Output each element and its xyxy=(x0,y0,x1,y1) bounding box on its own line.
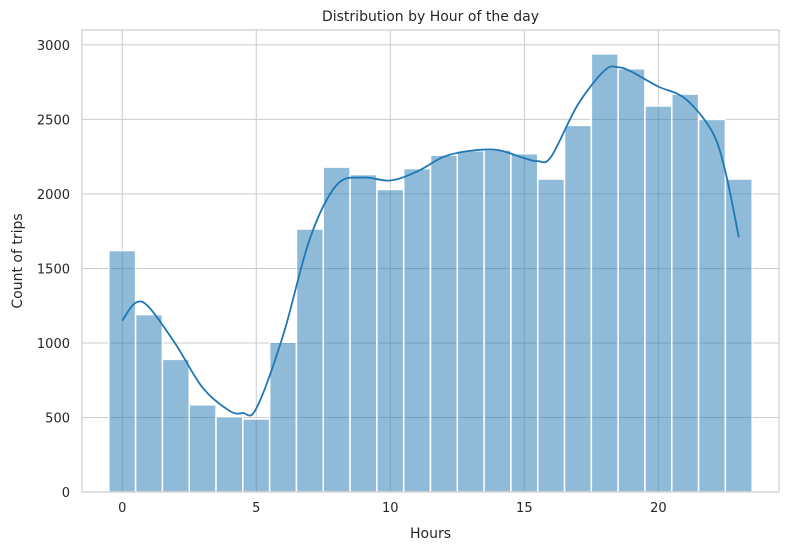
histogram-bar xyxy=(724,178,753,493)
histogram-bar xyxy=(671,93,700,493)
histogram-bar xyxy=(697,118,727,493)
histogram-bar xyxy=(268,341,298,493)
histogram-bar xyxy=(429,154,459,493)
histogram-bar xyxy=(108,249,137,493)
chart-title: Distribution by Hour of the day xyxy=(322,9,539,25)
y-tick-label: 1500 xyxy=(37,262,70,277)
histogram-bar xyxy=(536,178,566,493)
y-tick-labels: 0 500 1000 1500 2000 2500 3000 xyxy=(37,39,70,501)
histogram-bar xyxy=(456,149,485,493)
histogram-bars xyxy=(108,53,753,493)
kde-curve xyxy=(121,65,740,417)
plot-frame xyxy=(81,29,780,493)
histogram-bar xyxy=(563,124,593,493)
histogram-bar xyxy=(161,358,190,493)
y-tick-label: 0 xyxy=(62,486,70,501)
histogram-bar xyxy=(617,67,646,493)
y-axis-label: Count of trips xyxy=(10,213,26,308)
histogram-bar xyxy=(349,173,378,493)
histogram-bar xyxy=(483,149,512,493)
x-tick-label: 0 xyxy=(118,501,126,516)
x-tick-label: 5 xyxy=(252,501,260,516)
histogram-bar xyxy=(242,418,271,493)
histogram-bar xyxy=(402,167,432,493)
histogram-bar xyxy=(510,152,539,493)
histogram-bar xyxy=(134,313,164,493)
x-tick-label: 15 xyxy=(516,501,533,516)
x-tick-label: 10 xyxy=(382,501,399,516)
histogram-bar xyxy=(215,415,244,493)
x-tick-labels: 0 5 10 15 20 xyxy=(118,501,667,516)
x-axis-label: Hours xyxy=(410,526,451,542)
y-tick-label: 500 xyxy=(45,411,70,426)
histogram-bar xyxy=(188,404,217,493)
y-tick-label: 2000 xyxy=(37,188,70,203)
histogram-bar xyxy=(322,166,351,493)
histogram-bar xyxy=(644,105,673,493)
x-tick-label: 20 xyxy=(650,501,667,516)
y-tick-label: 3000 xyxy=(37,39,70,54)
y-tick-label: 1000 xyxy=(37,337,70,352)
histogram-bar xyxy=(376,188,405,493)
histogram-bar xyxy=(590,53,619,493)
y-tick-label: 2500 xyxy=(37,113,70,128)
